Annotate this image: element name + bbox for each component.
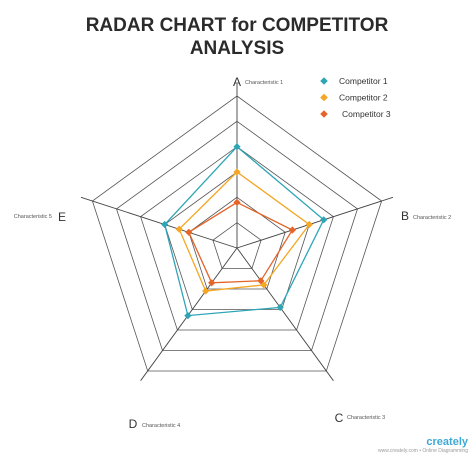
legend-label-1: Competitor 1: [339, 76, 388, 86]
series-2-point-2: [305, 220, 313, 229]
series-1-point-1: [233, 143, 241, 151]
axis-line-3: [236, 247, 334, 381]
chart-title-line-2: ANALYSIS: [189, 38, 285, 59]
axis-label-3: Characteristic 3: [347, 415, 385, 421]
axis-label-5: Characteristic 5: [14, 214, 52, 220]
series-line-2: [178, 171, 311, 292]
creately-watermark: creately www.creately.com • Online Diagr…: [378, 436, 468, 454]
axis-letter-e: E: [58, 210, 66, 224]
legend-marker-1: [320, 77, 328, 85]
series-1-point-2: [320, 216, 328, 224]
creately-logo: creately: [426, 436, 468, 448]
series-line-1: [163, 145, 325, 317]
creately-tagline: www.creately.com • Online Diagramming: [377, 448, 468, 454]
series-2-point-1: [233, 168, 241, 176]
series-1-point-3: [276, 303, 284, 311]
axis-label-2: Characteristic 2: [413, 215, 451, 221]
legend-marker-2: [320, 93, 328, 102]
series-3-point-4: [208, 279, 216, 287]
grid-ring-4: [140, 146, 334, 331]
series-line-3: [187, 201, 294, 284]
legend-marker-3: [320, 110, 328, 118]
legend-label-2: Competitor 2: [339, 93, 388, 103]
series-2-point-3: [260, 281, 268, 289]
grid-ring-1: [212, 222, 262, 269]
legend-label-3: Competitor 3: [342, 109, 391, 119]
axis-letter-b: B: [401, 209, 409, 223]
series-1-point-5: [161, 220, 169, 229]
series-2-point-4: [202, 287, 210, 295]
chart-title: RADAR CHART for COMPETITOR ANALYSIS: [0, 14, 474, 60]
axis-label-1: Characteristic 1: [245, 80, 283, 86]
axis-line-5: [80, 196, 238, 249]
axis-line-2: [236, 196, 394, 249]
series-3-point-5: [185, 228, 193, 236]
chart-title-line-1: RADAR CHART for COMPETITOR: [85, 15, 389, 36]
grid-ring-5: [116, 120, 358, 351]
axis-label-4: Characteristic 4: [142, 423, 180, 429]
series-1-point-4: [184, 312, 192, 320]
series-3-point-3: [257, 277, 265, 285]
axis-letter-d: D: [129, 417, 138, 431]
series-2-point-5: [175, 225, 183, 233]
grid-ring-6: [91, 95, 383, 372]
grid-ring-2: [188, 196, 286, 290]
axis-letter-c: C: [335, 411, 344, 425]
series-3-point-1: [233, 198, 241, 206]
series-3-point-2: [288, 226, 296, 234]
axis-letter-a: A: [233, 75, 241, 89]
